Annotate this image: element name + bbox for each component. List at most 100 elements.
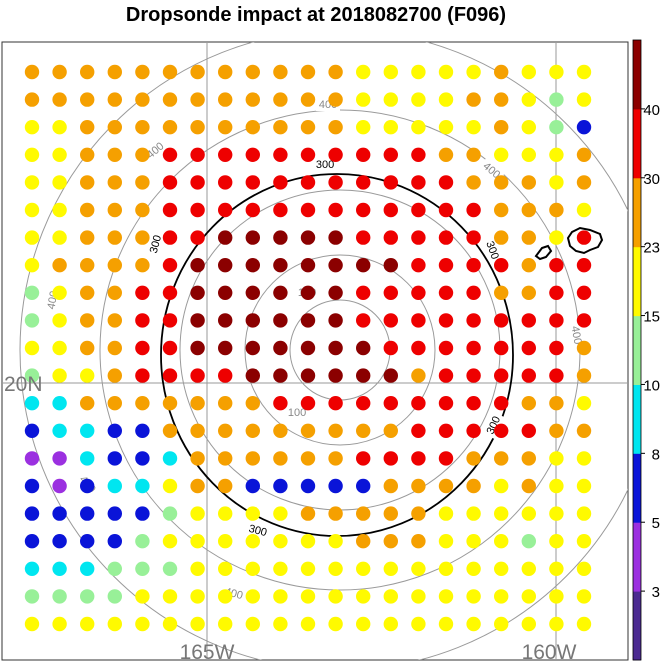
- impact-dot: [107, 64, 123, 80]
- impact-dot: [383, 396, 398, 411]
- impact-dot: [466, 202, 481, 218]
- impact-dot: [24, 589, 40, 604]
- impact-dot: [494, 175, 509, 190]
- impact-dot: [549, 423, 564, 438]
- impact-dot: [549, 202, 564, 218]
- impact-dot: [383, 120, 398, 135]
- impact-dot: [356, 451, 371, 466]
- colorbar-bin: [633, 453, 641, 523]
- impact-dot: [300, 92, 316, 107]
- impact-dots: [24, 64, 592, 632]
- impact-dot: [576, 147, 592, 162]
- impact-dot: [328, 285, 343, 300]
- impact-dot: [218, 230, 233, 245]
- impact-dot: [218, 368, 233, 383]
- colorbar-tick-label: 15: [643, 309, 660, 326]
- impact-dot: [300, 175, 316, 190]
- impact-dot: [190, 147, 205, 162]
- impact-dot: [273, 534, 288, 549]
- impact-dot: [190, 423, 205, 438]
- impact-dot: [162, 175, 178, 190]
- impact-dot: [521, 340, 536, 356]
- impact-dot: [521, 230, 536, 245]
- impact-dot: [549, 285, 564, 300]
- range-ring: [244, 254, 436, 446]
- impact-dot: [135, 561, 150, 576]
- impact-dot: [190, 230, 205, 245]
- impact-dot: [328, 340, 343, 356]
- impact-dot: [190, 506, 205, 521]
- impact-dot: [466, 451, 481, 466]
- impact-dot: [521, 396, 536, 411]
- impact-dot: [576, 368, 592, 383]
- impact-dot: [245, 175, 260, 190]
- impact-dot: [245, 147, 260, 162]
- impact-dot: [494, 396, 509, 411]
- impact-dot: [466, 616, 481, 632]
- impact-dot: [273, 120, 288, 135]
- impact-dot: [273, 368, 288, 383]
- impact-dot: [190, 451, 205, 466]
- impact-dot: [190, 561, 205, 576]
- impact-dot: [300, 120, 316, 135]
- impact-dot: [300, 589, 316, 604]
- impact-dot: [218, 396, 233, 411]
- impact-dot: [521, 616, 536, 632]
- impact-dot: [273, 175, 288, 190]
- impact-dot: [356, 368, 371, 383]
- impact-dot: [190, 616, 205, 632]
- impact-dot: [245, 368, 260, 383]
- colorbar-tick-label: 5: [652, 515, 660, 532]
- impact-dot: [273, 230, 288, 245]
- impact-dot: [549, 451, 564, 466]
- impact-dot: [356, 92, 371, 107]
- impact-dot: [411, 396, 426, 411]
- impact-dot: [218, 175, 233, 190]
- impact-dot: [300, 285, 316, 300]
- impact-dot: [162, 340, 178, 356]
- impact-dot: [245, 285, 260, 300]
- impact-dot: [24, 147, 40, 162]
- impact-dot: [549, 616, 564, 632]
- impact-dot: [245, 561, 260, 576]
- impact-dot: [135, 92, 150, 107]
- impact-dot: [356, 589, 371, 604]
- impact-dot: [162, 285, 178, 300]
- impact-dot: [135, 506, 150, 521]
- impact-dot: [218, 423, 233, 438]
- impact-dot: [383, 616, 398, 632]
- impact-dot: [107, 147, 123, 162]
- impact-dot: [218, 616, 233, 632]
- impact-dot: [494, 202, 509, 218]
- impact-dot: [466, 534, 481, 549]
- impact-dot: [300, 423, 316, 438]
- impact-dot: [107, 175, 123, 190]
- impact-dot: [576, 92, 592, 107]
- impact-dot: [438, 313, 454, 328]
- impact-dot: [135, 230, 150, 245]
- impact-dot: [411, 120, 426, 135]
- impact-dot: [576, 230, 592, 245]
- impact-dot: [466, 120, 481, 135]
- coastline: [534, 226, 604, 261]
- impact-dot: [494, 423, 509, 438]
- impact-dot: [383, 506, 398, 521]
- colorbar-bin: [633, 384, 641, 454]
- impact-dot: [383, 451, 398, 466]
- colorbar-bin: [633, 40, 641, 110]
- impact-dot: [218, 589, 233, 604]
- impact-dot: [190, 313, 205, 328]
- impact-dot: [52, 423, 67, 438]
- range-ring: [19, 42, 628, 660]
- impact-dot: [273, 478, 288, 494]
- impact-dot: [549, 313, 564, 328]
- impact-dot: [521, 147, 536, 162]
- impact-dot: [521, 92, 536, 107]
- impact-dot: [300, 64, 316, 80]
- colorbar-bin: [633, 246, 641, 317]
- impact-dot: [245, 396, 260, 411]
- impact-dot: [218, 120, 233, 135]
- y-tick-label: 20N: [4, 373, 43, 396]
- impact-dot: [411, 202, 426, 218]
- impact-dot: [24, 230, 40, 245]
